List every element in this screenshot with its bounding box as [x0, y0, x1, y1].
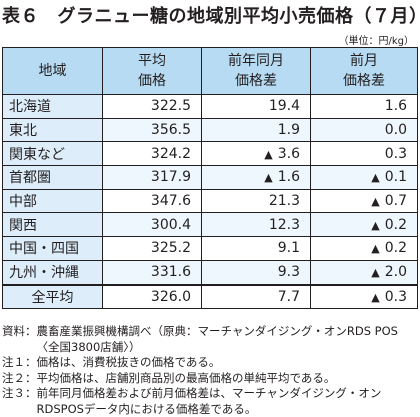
table-row: 中国・四国 325.2 9.1 ▲ 0.2	[2, 236, 418, 261]
price-cell: 322.5	[102, 94, 202, 119]
yoy-diff-cell: ▲ 1.6	[201, 165, 311, 190]
note-label: 注３：	[2, 386, 37, 400]
yoy-diff-value: 1.9	[277, 122, 300, 139]
region-cell: 中国・四国	[2, 236, 103, 261]
decrease-marker: ▲	[371, 171, 380, 185]
mom-diff-cell: ▲ 0.2	[310, 236, 418, 261]
decrease-marker: ▲	[371, 290, 380, 304]
header-price: 平均 価格	[102, 47, 202, 95]
notes-section: 資料： 農畜産業振興機構調べ（原典：マーチャンダイジング・オンRDS POS〈全…	[2, 324, 418, 417]
yoy-diff-value: 9.1	[277, 240, 300, 257]
header-mom-line2: 価格差	[343, 73, 385, 89]
table-row: 北海道 322.5 19.4 1.6	[2, 94, 418, 119]
yoy-diff-value: 9.3	[277, 264, 300, 281]
header-yoy: 前年同月 価格差	[201, 47, 311, 95]
mom-diff-cell: 1.6	[310, 94, 418, 119]
total-row: 全平均 326.0 7.7 ▲ 0.3	[2, 283, 418, 310]
price-cell: 331.6	[102, 259, 202, 286]
mom-diff-cell: ▲ 2.0	[310, 259, 418, 286]
footnote-2: 注２： 平均価格は、店舗別商品別の最高価格の単純平均である。	[2, 371, 418, 387]
footnote-1: 注１： 価格は、消費税抜きの価格である。	[2, 355, 418, 371]
mom-diff-cell: ▲ 0.3	[310, 283, 418, 310]
yoy-diff-cell: 1.9	[201, 117, 311, 143]
price-cell: 347.6	[102, 188, 202, 214]
mom-diff-value: 0.3	[384, 288, 407, 305]
table-row: 関西 300.4 12.3 ▲ 0.2	[2, 212, 418, 238]
region-cell: 首都圏	[2, 165, 103, 190]
note-label: 注２：	[2, 370, 37, 385]
header-yoy-line2: 価格差	[235, 73, 277, 89]
yoy-diff-cell: 19.4	[201, 94, 311, 119]
table-row: 中部 347.6 21.3 ▲ 0.7	[2, 188, 418, 214]
yoy-diff-value: 12.3	[268, 216, 300, 233]
decrease-marker: ▲	[371, 266, 380, 280]
yoy-diff-cell: ▲ 3.6	[201, 141, 311, 167]
mom-diff-cell: ▲ 0.1	[310, 165, 418, 190]
mom-diff-value: 0.7	[384, 193, 407, 210]
mom-diff-value: 0.2	[384, 216, 407, 233]
header-region: 地域	[2, 47, 103, 95]
header-mom: 前月 価格差	[310, 47, 418, 95]
price-cell: 324.2	[102, 141, 202, 167]
table-row: 東北 356.5 1.9 0.0	[2, 117, 418, 143]
decrease-marker: ▲	[264, 171, 273, 185]
yoy-diff-cell: 9.1	[201, 236, 311, 261]
mom-diff-value: 1.6	[384, 98, 407, 115]
yoy-diff-value: 7.7	[277, 288, 300, 305]
mom-diff-value: 2.0	[384, 264, 407, 281]
unit-label: （単位：円/kg）	[338, 36, 414, 47]
footnote-3: 注３： 前年同月価格差および前月価格差は、マーチャンダイジング・オンRDSPOS…	[2, 386, 418, 417]
table-row: 首都圏 317.9 ▲ 1.6 ▲ 0.1	[2, 165, 418, 190]
note-label: 注１：	[2, 355, 37, 369]
header-mom-line1: 前月	[350, 53, 378, 69]
region-cell: 全平均	[2, 283, 103, 310]
mom-diff-value: 0.1	[384, 169, 407, 186]
mom-diff-cell: ▲ 0.7	[310, 188, 418, 214]
decrease-marker: ▲	[371, 218, 380, 232]
header-price-line2: 価格	[138, 73, 166, 89]
yoy-diff-value: 19.4	[268, 98, 300, 115]
price-table: 地域 平均 価格 前年同月 価格差 前月 価格差 北海道 322.5 19.4 …	[2, 47, 418, 310]
mom-diff-value: 0.3	[384, 145, 407, 162]
header-yoy-line1: 前年同月	[228, 53, 284, 69]
note-text: 農畜産業振興機構調べ（原典：マーチャンダイジング・オンRDS POS〈全国380…	[36, 324, 398, 354]
price-cell: 300.4	[102, 212, 202, 238]
price-cell: 317.9	[102, 165, 202, 190]
mom-diff-cell: 0.3	[310, 141, 418, 167]
table-row: 九州・沖縄 331.6 9.3 ▲ 2.0	[2, 259, 418, 286]
price-cell: 356.5	[102, 117, 202, 143]
decrease-marker: ▲	[371, 242, 380, 256]
region-cell: 関東など	[2, 141, 103, 167]
mom-diff-value: 0.2	[384, 240, 407, 257]
mom-diff-cell: ▲ 0.2	[310, 212, 418, 238]
region-cell: 関西	[2, 212, 103, 238]
region-cell: 東北	[2, 117, 103, 143]
price-cell: 326.0	[102, 283, 202, 310]
region-cell: 北海道	[2, 94, 103, 119]
yoy-diff-cell: 9.3	[201, 259, 311, 286]
yoy-diff-cell: 7.7	[201, 283, 311, 310]
table-header-row: 地域 平均 価格 前年同月 価格差 前月 価格差	[2, 47, 418, 95]
yoy-diff-value: 1.6	[277, 169, 300, 186]
decrease-marker: ▲	[264, 147, 273, 161]
region-cell: 中部	[2, 188, 103, 214]
region-cell: 九州・沖縄	[2, 259, 103, 286]
yoy-diff-cell: 12.3	[201, 212, 311, 238]
price-cell: 325.2	[102, 236, 202, 261]
yoy-diff-value: 3.6	[277, 145, 300, 162]
mom-diff-value: 0.0	[384, 122, 407, 139]
yoy-diff-value: 21.3	[268, 193, 300, 210]
table-title: 表６ グラニュー糖の地域別平均小売価格（７月）	[2, 6, 420, 27]
table-row: 関東など 324.2 ▲ 3.6 0.3	[2, 141, 418, 167]
note-text: 価格は、消費税抜きの価格である。	[36, 355, 221, 369]
header-price-line1: 平均	[138, 53, 166, 69]
decrease-marker: ▲	[371, 195, 380, 209]
yoy-diff-cell: 21.3	[201, 188, 311, 214]
note-label: 資料：	[2, 324, 37, 338]
note-text: 平均価格は、店舗別商品別の最高価格の単純平均である。	[36, 370, 336, 385]
note-text: 前年同月価格差および前月価格差は、マーチャンダイジング・オンRDSPOSデータ内…	[36, 386, 382, 416]
mom-diff-cell: 0.0	[310, 117, 418, 143]
source-note: 資料： 農畜産業振興機構調べ（原典：マーチャンダイジング・オンRDS POS〈全…	[2, 324, 418, 355]
